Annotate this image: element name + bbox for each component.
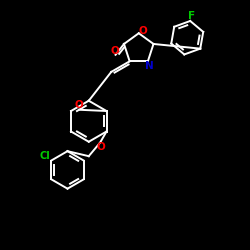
Text: O: O xyxy=(75,100,84,110)
Text: O: O xyxy=(110,46,119,56)
Text: F: F xyxy=(188,12,195,22)
Text: O: O xyxy=(139,26,147,36)
Text: O: O xyxy=(96,142,105,152)
Text: Cl: Cl xyxy=(40,151,50,161)
Text: N: N xyxy=(145,61,154,71)
